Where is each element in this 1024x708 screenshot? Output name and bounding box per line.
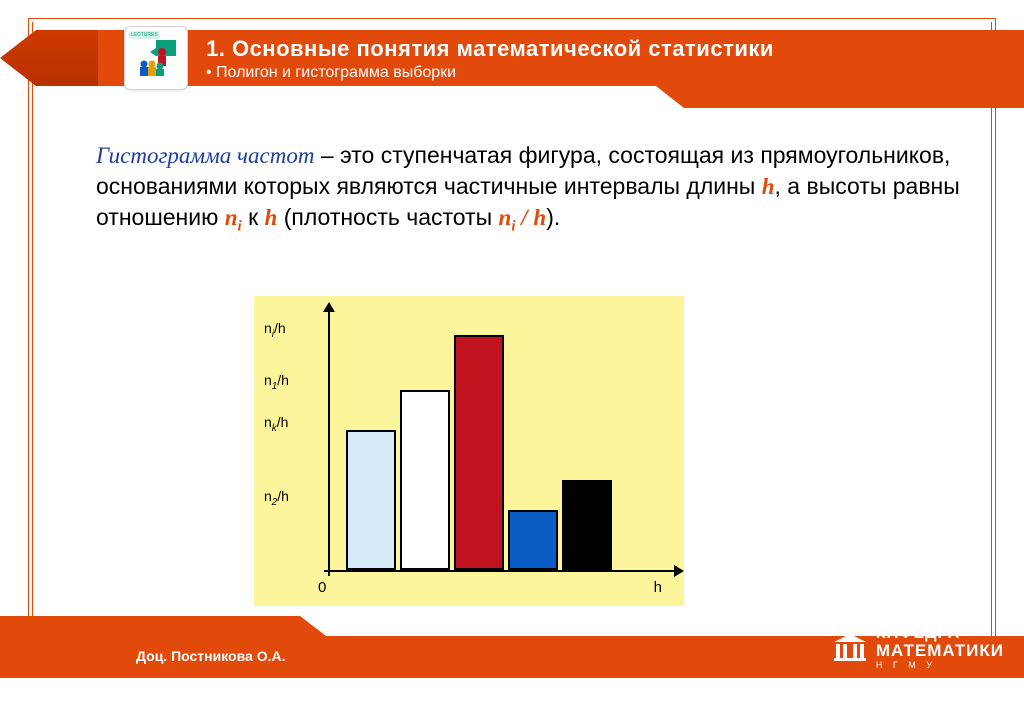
histogram-bar (454, 335, 504, 570)
header-chevron (0, 30, 98, 86)
slide-footer: Доц. Постникова О.А. КАФЕДРА МАТЕМАТИКИ … (0, 636, 1024, 678)
t3: к (242, 204, 265, 230)
dept-l3: Н Г М У (876, 661, 1004, 670)
x-axis (324, 570, 682, 572)
department-text: КАФЕДРА МАТЕМАТИКИ Н Г М У (876, 626, 1004, 670)
slide-title: 1. Основные понятия математической стати… (206, 36, 1004, 62)
var-h-2: h (265, 205, 278, 230)
body-text: Гистограмма частот – это ступенчатая фиг… (96, 140, 960, 237)
t4: (плотность частоты (277, 204, 498, 230)
var-h-1: h (762, 174, 775, 199)
histogram-bar (400, 390, 450, 570)
histogram-chart: 0 h ni/h n1/h nk/h n2/h (254, 296, 684, 606)
dept-l2: МАТЕМАТИКИ (876, 642, 1004, 659)
bars-group (346, 335, 612, 570)
var-ni: ni (225, 205, 242, 230)
slide-subtitle: • Полигон и гистограмма выборки (206, 64, 1004, 82)
histogram-bar (346, 430, 396, 570)
y-axis (328, 304, 330, 576)
y-tick-label: nk/h (254, 414, 328, 434)
y-tick-label: n2/h (254, 488, 328, 508)
y-tick-label: ni/h (254, 320, 328, 340)
lectures-badge-text: LECTURES (129, 31, 160, 39)
y-tick-label: n1/h (254, 372, 328, 392)
slide-header: 1. Основные понятия математической стати… (98, 30, 1024, 86)
var-ratio: ni / h (499, 205, 547, 230)
dept-l1: КАФЕДРА (876, 626, 1004, 642)
term-highlight: Гистограмма частот (96, 143, 314, 168)
lectures-icon: LECTURES (124, 26, 188, 90)
x-end-label: h (654, 579, 662, 596)
plot-area (328, 314, 672, 572)
t5: ). (546, 204, 560, 230)
histogram-bar (562, 480, 612, 570)
histogram-bar (508, 510, 558, 570)
x-origin-label: 0 (318, 579, 326, 596)
building-icon (832, 634, 868, 662)
department-block: КАФЕДРА МАТЕМАТИКИ Н Г М У (832, 626, 1004, 670)
